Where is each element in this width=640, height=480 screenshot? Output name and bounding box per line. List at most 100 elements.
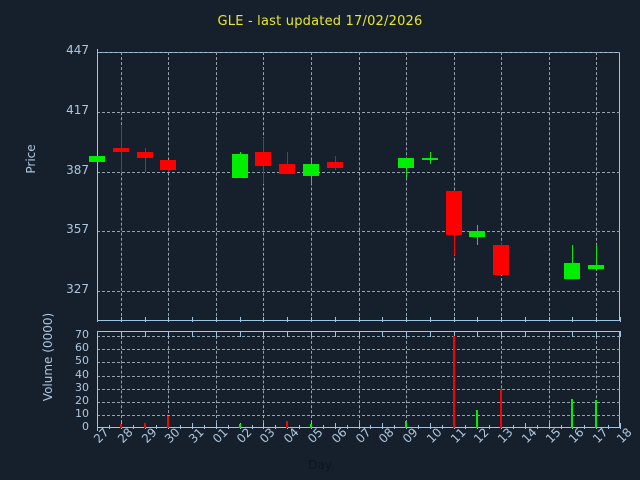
volume-bar	[239, 424, 241, 428]
day-tick-label: 04	[281, 425, 302, 446]
day-gridline	[263, 52, 264, 321]
volume-bar	[595, 400, 597, 428]
day-minor-tick	[228, 425, 229, 429]
day-minor-tick	[299, 425, 300, 429]
day-tick-mark	[620, 423, 621, 429]
volume-gridline	[97, 415, 620, 416]
day-tick-mark	[501, 317, 502, 322]
day-gridline	[454, 52, 455, 321]
day-tick-mark	[359, 317, 360, 322]
price-gridline	[97, 112, 620, 113]
day-gridline	[549, 52, 550, 321]
day-gridline-volume	[216, 331, 217, 428]
candle-wick	[406, 158, 407, 178]
day-tick-mark-top	[572, 331, 573, 337]
day-tick-mark-top	[525, 331, 526, 337]
price-gridline	[97, 52, 620, 53]
day-gridline-volume	[501, 331, 502, 428]
day-tick-label: 30	[162, 425, 183, 446]
volume-gridline	[97, 336, 620, 337]
day-tick-mark-top	[145, 331, 146, 337]
day-gridline	[311, 52, 312, 321]
day-tick-label: 11	[448, 425, 469, 446]
day-minor-tick	[109, 425, 110, 429]
volume-bar	[144, 423, 146, 428]
day-tick-mark-top	[477, 331, 478, 337]
day-tick-label: 08	[376, 425, 397, 446]
day-gridline	[501, 52, 502, 321]
day-minor-tick	[418, 425, 419, 429]
day-tick-mark	[549, 423, 550, 429]
price-tick-label: 387	[66, 163, 89, 177]
volume-tick-label: 10	[75, 407, 89, 420]
candle-body	[422, 158, 438, 160]
candle-body	[327, 162, 343, 168]
day-gridline-volume	[263, 331, 264, 428]
day-tick-mark-top	[501, 331, 502, 337]
volume-gridline	[97, 376, 620, 377]
candle-body	[232, 154, 248, 178]
candle-wick	[596, 245, 597, 269]
day-gridline	[121, 52, 122, 321]
price-tick-mark	[97, 288, 98, 294]
day-tick-label: 12	[471, 425, 492, 446]
candle-body	[469, 231, 485, 237]
volume-bar	[453, 336, 455, 428]
day-tick-mark	[549, 317, 550, 322]
day-tick-mark	[263, 423, 264, 429]
day-tick-mark	[97, 317, 98, 322]
day-gridline-volume	[311, 331, 312, 428]
day-gridline-volume	[549, 331, 550, 428]
volume-bar	[476, 410, 478, 428]
volume-tick-label: 30	[75, 381, 89, 394]
day-gridline-volume	[359, 331, 360, 428]
volume-tick-label: 50	[75, 354, 89, 367]
day-tick-label: 10	[424, 425, 445, 446]
volume-bar	[500, 389, 502, 428]
day-tick-mark-top	[192, 331, 193, 337]
price-tick-mark	[97, 169, 98, 175]
day-tick-mark	[192, 317, 193, 322]
volume-tick-mark	[97, 373, 98, 379]
day-tick-mark	[406, 317, 407, 322]
day-tick-mark	[121, 317, 122, 322]
day-tick-mark-top	[549, 331, 550, 337]
price-gridline	[97, 172, 620, 173]
volume-gridline	[97, 389, 620, 390]
day-minor-tick	[513, 425, 514, 429]
day-tick-label: 07	[353, 425, 374, 446]
volume-bar	[120, 424, 122, 428]
day-tick-mark	[477, 317, 478, 322]
day-tick-mark-top	[168, 331, 169, 337]
volume-bar	[310, 424, 312, 428]
candle-body	[160, 160, 176, 170]
candle-body	[255, 152, 271, 166]
day-tick-label: 16	[566, 425, 587, 446]
price-tick-mark	[97, 49, 98, 55]
day-tick-mark-top	[454, 331, 455, 337]
day-tick-label: 13	[495, 425, 516, 446]
day-tick-mark	[572, 317, 573, 322]
day-minor-tick	[156, 425, 157, 429]
day-minor-tick	[133, 425, 134, 429]
candle-wick	[572, 245, 573, 279]
day-tick-label: 02	[234, 425, 255, 446]
day-tick-mark	[216, 317, 217, 322]
day-tick-mark	[382, 423, 383, 429]
day-tick-label: 01	[210, 425, 231, 446]
day-tick-label: 03	[257, 425, 278, 446]
day-tick-mark-top	[121, 331, 122, 337]
day-tick-mark	[216, 423, 217, 429]
day-tick-mark	[311, 317, 312, 322]
day-minor-tick	[180, 425, 181, 429]
day-tick-mark	[335, 317, 336, 322]
price-tick-mark	[97, 109, 98, 115]
day-tick-mark-top	[596, 331, 597, 337]
price-tick-label: 447	[66, 43, 89, 57]
day-tick-label: 14	[519, 425, 540, 446]
day-minor-tick	[608, 425, 609, 429]
day-tick-mark-top	[382, 331, 383, 337]
